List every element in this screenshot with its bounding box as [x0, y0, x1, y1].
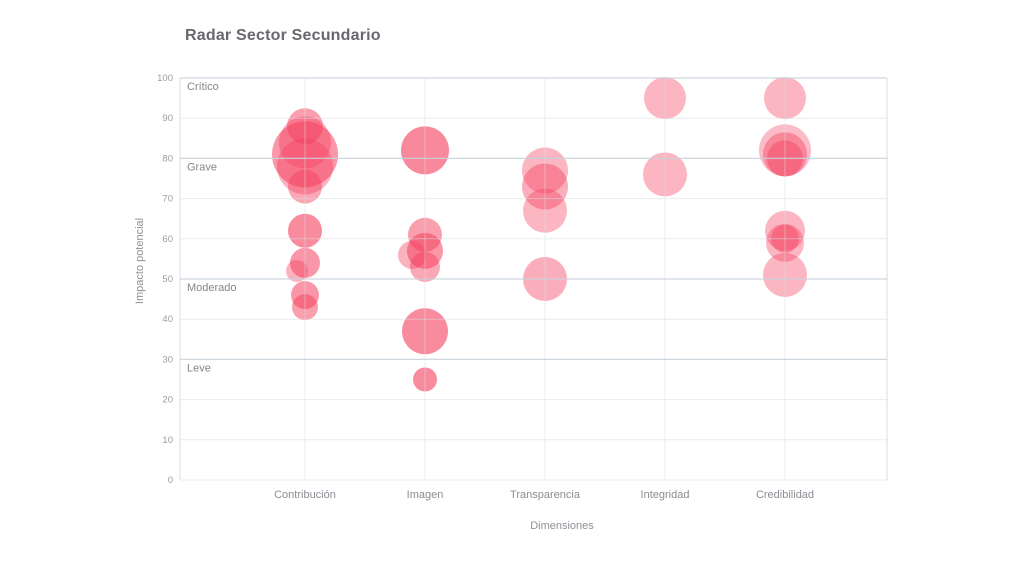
y-tick-label: 80 — [162, 153, 173, 164]
x-category-label: Transparencia — [510, 489, 581, 501]
y-tick-label: 0 — [168, 475, 173, 486]
x-category-label: Integridad — [641, 489, 690, 501]
y-tick-label: 20 — [162, 395, 173, 406]
y-tick-label: 90 — [162, 113, 173, 124]
threshold-label: Grave — [187, 161, 217, 173]
bubble[interactable] — [398, 240, 426, 269]
x-category-label: Credibilidad — [756, 489, 814, 501]
y-tick-label: 60 — [162, 234, 173, 245]
threshold-label: Leve — [187, 362, 211, 374]
threshold-label: Crítico — [187, 81, 219, 93]
y-tick-label: 70 — [162, 194, 173, 205]
y-tick-label: 40 — [162, 314, 173, 325]
x-category-label: Imagen — [407, 489, 444, 501]
y-tick-label: 100 — [157, 73, 173, 84]
x-axis-title: Dimensiones — [530, 520, 594, 532]
y-tick-label: 50 — [162, 274, 173, 285]
bubble[interactable] — [286, 259, 308, 282]
chart-title: Radar Sector Secundario — [185, 27, 381, 44]
x-category-label: Contribución — [274, 489, 336, 501]
y-tick-label: 10 — [162, 435, 173, 446]
y-tick-label: 30 — [162, 354, 173, 365]
threshold-label: Moderado — [187, 282, 237, 294]
